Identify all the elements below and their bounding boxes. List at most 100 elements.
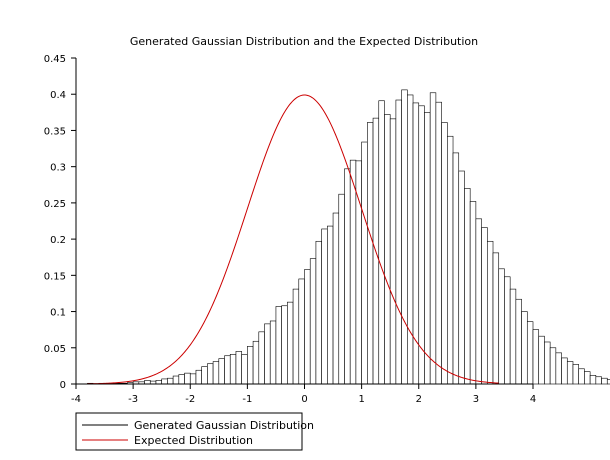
histogram-bar [184, 372, 191, 385]
histogram-bar [464, 188, 471, 385]
histogram-bar [304, 269, 311, 385]
histogram-bar [167, 377, 174, 385]
histogram-bar [235, 351, 242, 385]
histogram-bar [481, 227, 488, 385]
histogram-bar [498, 268, 505, 385]
histogram-bar [212, 361, 220, 385]
histogram-bar [447, 135, 454, 385]
x-tick-label: 3 [473, 394, 479, 405]
histogram-bar [229, 353, 237, 385]
histogram-bar [515, 298, 522, 385]
histogram-bar [269, 320, 277, 385]
x-tick-label: 1 [358, 394, 364, 405]
x-tick-label: -4 [71, 394, 81, 405]
y-tick-label: 0.3 [50, 163, 66, 174]
histogram-bar [378, 100, 385, 385]
histogram-bar [418, 105, 425, 385]
y-tick-label: 0 [60, 380, 66, 391]
histogram-bar [218, 358, 225, 385]
histogram-bar [298, 278, 305, 385]
histogram-bar [172, 375, 180, 385]
legend-box [75, 412, 303, 451]
histogram-bar [549, 347, 557, 385]
histogram-bar [424, 112, 431, 385]
axes: -4 -3 -2 -1 0 1 2 3 4 0 0.05 0.1 0.15 0.2 0.25 0.3 0.35 0… [44, 54, 536, 405]
histogram-bar [532, 329, 540, 385]
histogram-bar [441, 122, 448, 385]
expected-distribution-curve [87, 94, 499, 385]
histogram-bar [395, 99, 402, 385]
histogram-bar [389, 118, 397, 385]
histogram-bar [435, 101, 442, 385]
histogram-bar [526, 321, 534, 385]
histogram-bar [309, 258, 317, 385]
histogram-bar [332, 212, 340, 385]
histogram-bar [595, 376, 602, 385]
histogram-bar [349, 159, 357, 385]
legend-label-histogram: Generated Gaussian Distribution [134, 419, 314, 432]
histogram-bar [492, 252, 500, 385]
histogram-bar [584, 371, 591, 385]
x-tick-label: -1 [242, 394, 252, 405]
histogram-bar [275, 306, 282, 385]
y-tick-label: 0.2 [50, 235, 66, 246]
histogram-bar [281, 305, 288, 385]
histogram-bar [321, 228, 328, 385]
histogram-bar [555, 352, 562, 385]
y-tick-label: 0.25 [44, 199, 66, 210]
histogram-bar [201, 366, 208, 385]
y-tick-label: 0.4 [50, 90, 66, 101]
histogram-bar [155, 380, 162, 385]
histogram-bar [241, 353, 248, 385]
histogram-bar [189, 373, 197, 385]
histogram-bar [292, 288, 300, 385]
histogram-bar [544, 341, 551, 385]
histogram-bar [538, 335, 545, 385]
histogram-bar [578, 368, 585, 385]
histogram-bar [429, 92, 437, 385]
histogram-bar [521, 311, 528, 385]
y-tick-label: 0.15 [44, 271, 66, 282]
histogram-bar [287, 301, 294, 385]
y-tick-label: 0.1 [50, 308, 66, 319]
legend: Generated Gaussian Distribution Expected… [75, 412, 314, 451]
y-tick-label: 0.45 [44, 54, 66, 65]
x-tick-label: 0 [301, 394, 307, 405]
histogram-bar [338, 193, 345, 385]
y-tick-label: 0.35 [44, 126, 66, 137]
histogram-bar [412, 102, 420, 385]
x-tick-label: 4 [530, 394, 536, 405]
plot-area [87, 89, 610, 385]
histogram-bar [504, 276, 511, 385]
histogram-bar [327, 225, 334, 385]
histogram-bar [486, 240, 494, 385]
histogram-bar [452, 152, 460, 385]
histogram-bar [315, 240, 322, 385]
histogram-bar [224, 355, 231, 385]
histogram-bar [469, 201, 477, 385]
histogram-bar [475, 218, 482, 385]
histogram-bar [407, 94, 414, 385]
histogram-bar [344, 168, 351, 385]
histogram-bar [384, 114, 391, 385]
histogram-bar [361, 141, 368, 385]
histogram-bar [195, 369, 202, 385]
histogram-bar [458, 170, 465, 385]
histogram-bar [601, 377, 608, 385]
y-tick-label: 0.05 [44, 344, 66, 355]
histogram-bar [144, 380, 151, 385]
chart-title: Generated Gaussian Distribution and the … [130, 35, 478, 48]
histogram-bar [566, 361, 574, 385]
x-tick-label: -3 [128, 394, 138, 405]
histogram-bar [252, 340, 260, 385]
histogram-bar [264, 323, 271, 385]
histogram-bar [509, 288, 517, 385]
histogram-bar [258, 331, 265, 385]
histogram-bar [589, 375, 597, 385]
histogram-bar [367, 122, 374, 385]
x-tick-label: 2 [416, 394, 422, 405]
histogram-bar [401, 89, 408, 385]
histogram-bar [207, 363, 214, 385]
x-tick-label: -2 [185, 394, 195, 405]
